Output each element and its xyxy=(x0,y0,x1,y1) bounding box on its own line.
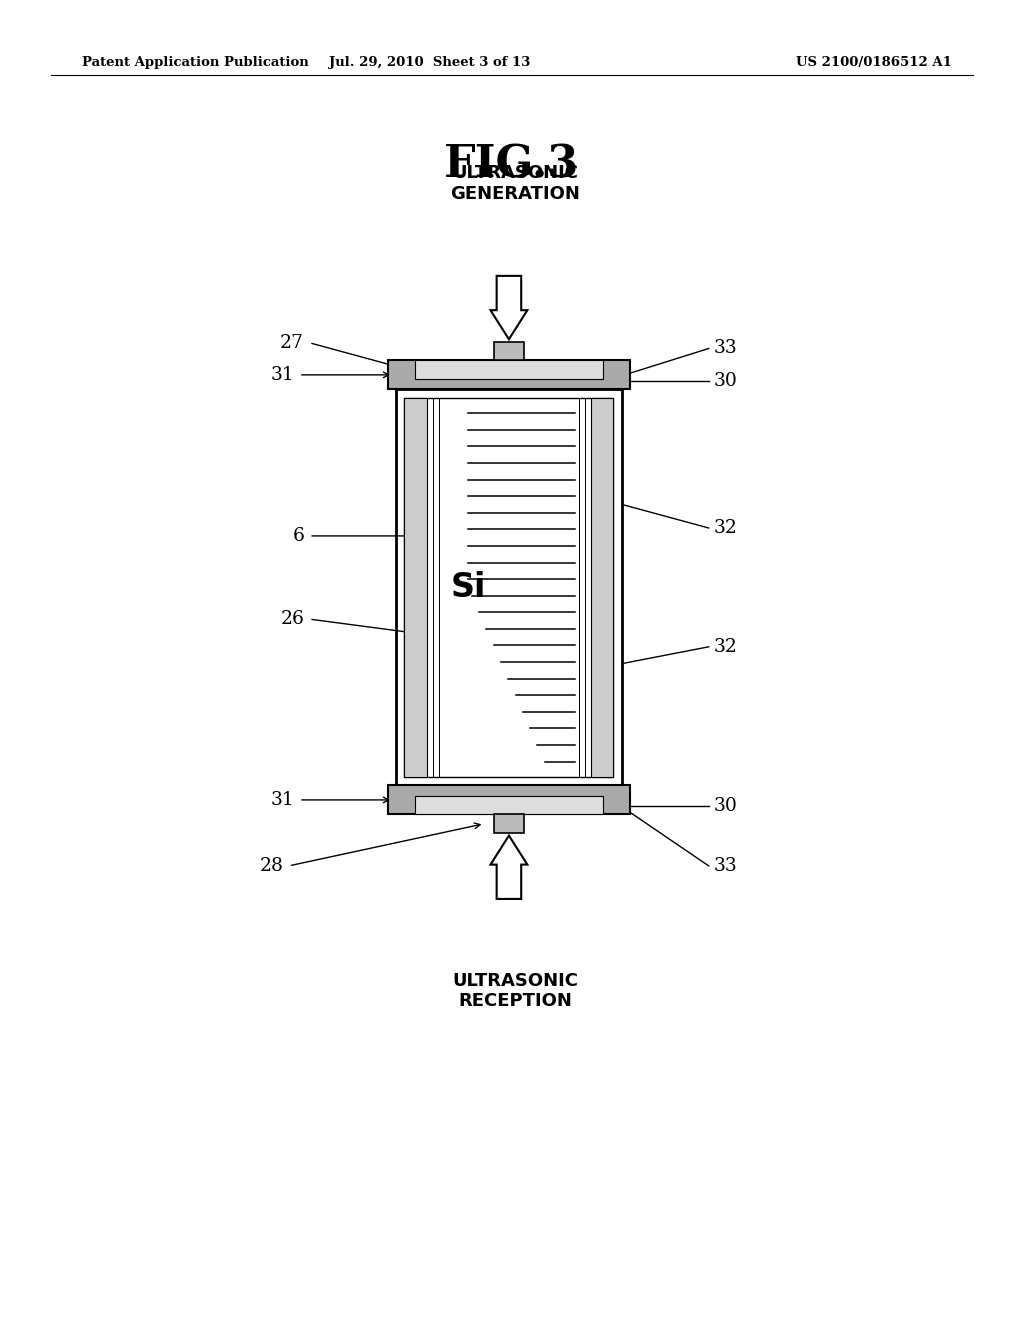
Text: 33: 33 xyxy=(714,857,737,875)
Bar xyxy=(494,814,524,833)
Bar xyxy=(388,785,630,814)
Text: 28: 28 xyxy=(260,857,284,875)
Bar xyxy=(404,397,427,777)
Bar xyxy=(415,796,603,814)
Polygon shape xyxy=(490,276,527,339)
Text: 32: 32 xyxy=(714,638,737,656)
Text: 30: 30 xyxy=(714,372,737,389)
Text: 32: 32 xyxy=(714,519,737,537)
Text: 26: 26 xyxy=(281,610,304,628)
Bar xyxy=(591,397,613,777)
Text: 33: 33 xyxy=(714,339,737,358)
Text: FIG.3: FIG.3 xyxy=(444,144,580,186)
Bar xyxy=(494,342,524,360)
Text: ULTRASONIC
GENERATION: ULTRASONIC GENERATION xyxy=(451,165,580,203)
Text: 30: 30 xyxy=(714,797,737,814)
Text: Si: Si xyxy=(451,570,486,605)
Text: US 2100/0186512 A1: US 2100/0186512 A1 xyxy=(797,55,952,69)
Bar xyxy=(404,397,613,777)
Text: 31: 31 xyxy=(270,366,294,384)
Text: ULTRASONIC
RECEPTION: ULTRASONIC RECEPTION xyxy=(452,972,579,1010)
Text: Jul. 29, 2010  Sheet 3 of 13: Jul. 29, 2010 Sheet 3 of 13 xyxy=(330,55,530,69)
Bar xyxy=(396,389,622,785)
Bar xyxy=(415,360,603,379)
Text: 6: 6 xyxy=(292,527,304,545)
Bar xyxy=(388,360,630,389)
Text: 31: 31 xyxy=(270,791,294,809)
Text: 27: 27 xyxy=(281,334,304,351)
Text: Patent Application Publication: Patent Application Publication xyxy=(82,55,308,69)
Polygon shape xyxy=(490,836,527,899)
